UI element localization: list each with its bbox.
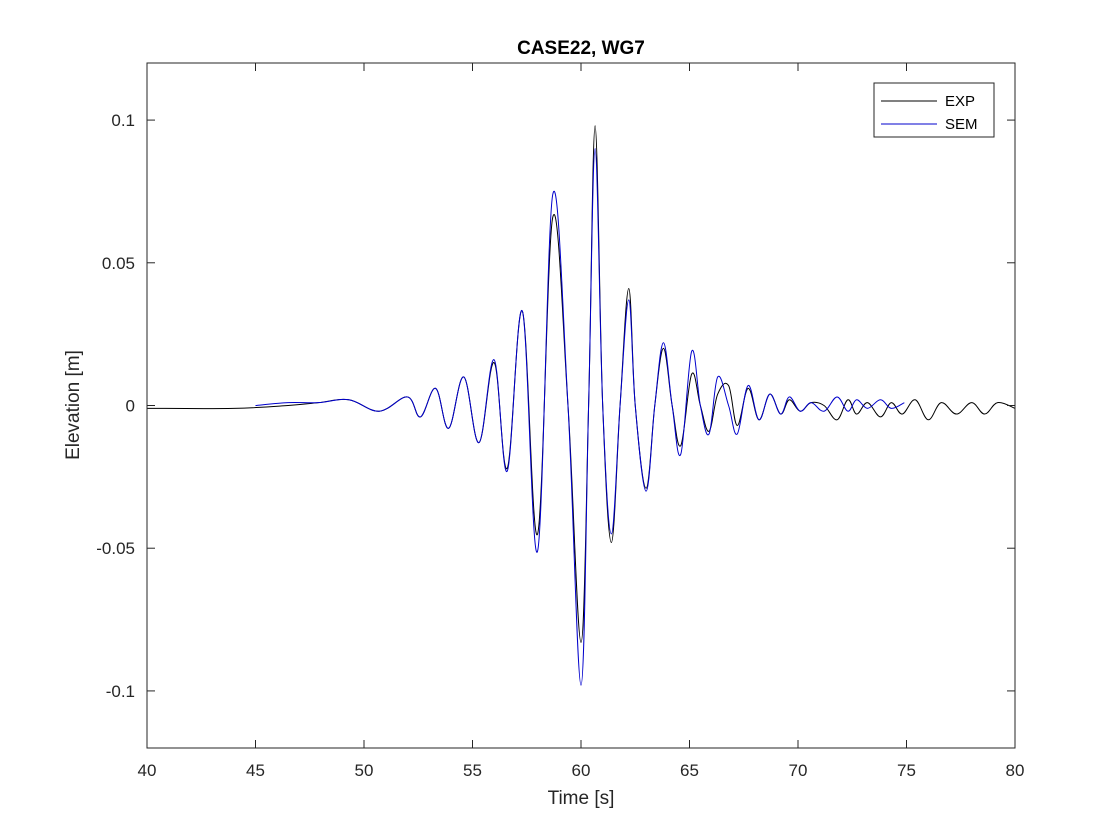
x-tick-label: 75 (897, 761, 916, 780)
y-tick-label: -0.1 (106, 682, 135, 701)
x-axis-label: Time [s] (548, 788, 615, 809)
series-lines (146, 125, 1016, 686)
y-axis: -0.1 -0.05 0 0.05 0.1 (96, 111, 1015, 701)
y-tick-label: 0.05 (102, 254, 135, 273)
x-tick-label: 50 (355, 761, 374, 780)
legend-label-sem: SEM (945, 116, 978, 133)
y-tick-label: -0.05 (96, 539, 135, 558)
y-tick-label: 0.1 (111, 111, 135, 130)
x-tick-label: 45 (246, 761, 265, 780)
plot-area (147, 63, 1015, 748)
x-tick-label: 80 (1006, 761, 1025, 780)
x-tick-label: 70 (789, 761, 808, 780)
y-axis-label: Elevation [m] (63, 350, 84, 460)
y-tick-label: 0 (126, 397, 135, 416)
x-tick-label: 40 (138, 761, 157, 780)
x-tick-label: 65 (680, 761, 699, 780)
chart-title: CASE22, WG7 (517, 38, 645, 59)
x-axis: 40 45 50 55 60 65 70 75 80 (138, 63, 1025, 780)
x-tick-label: 60 (572, 761, 591, 780)
x-tick-label: 55 (463, 761, 482, 780)
legend[interactable]: EXP SEM (873, 82, 995, 138)
plot-content (146, 125, 1016, 686)
series-line-sem (255, 148, 905, 686)
legend-label-exp: EXP (945, 93, 975, 110)
legend-box (873, 82, 995, 138)
